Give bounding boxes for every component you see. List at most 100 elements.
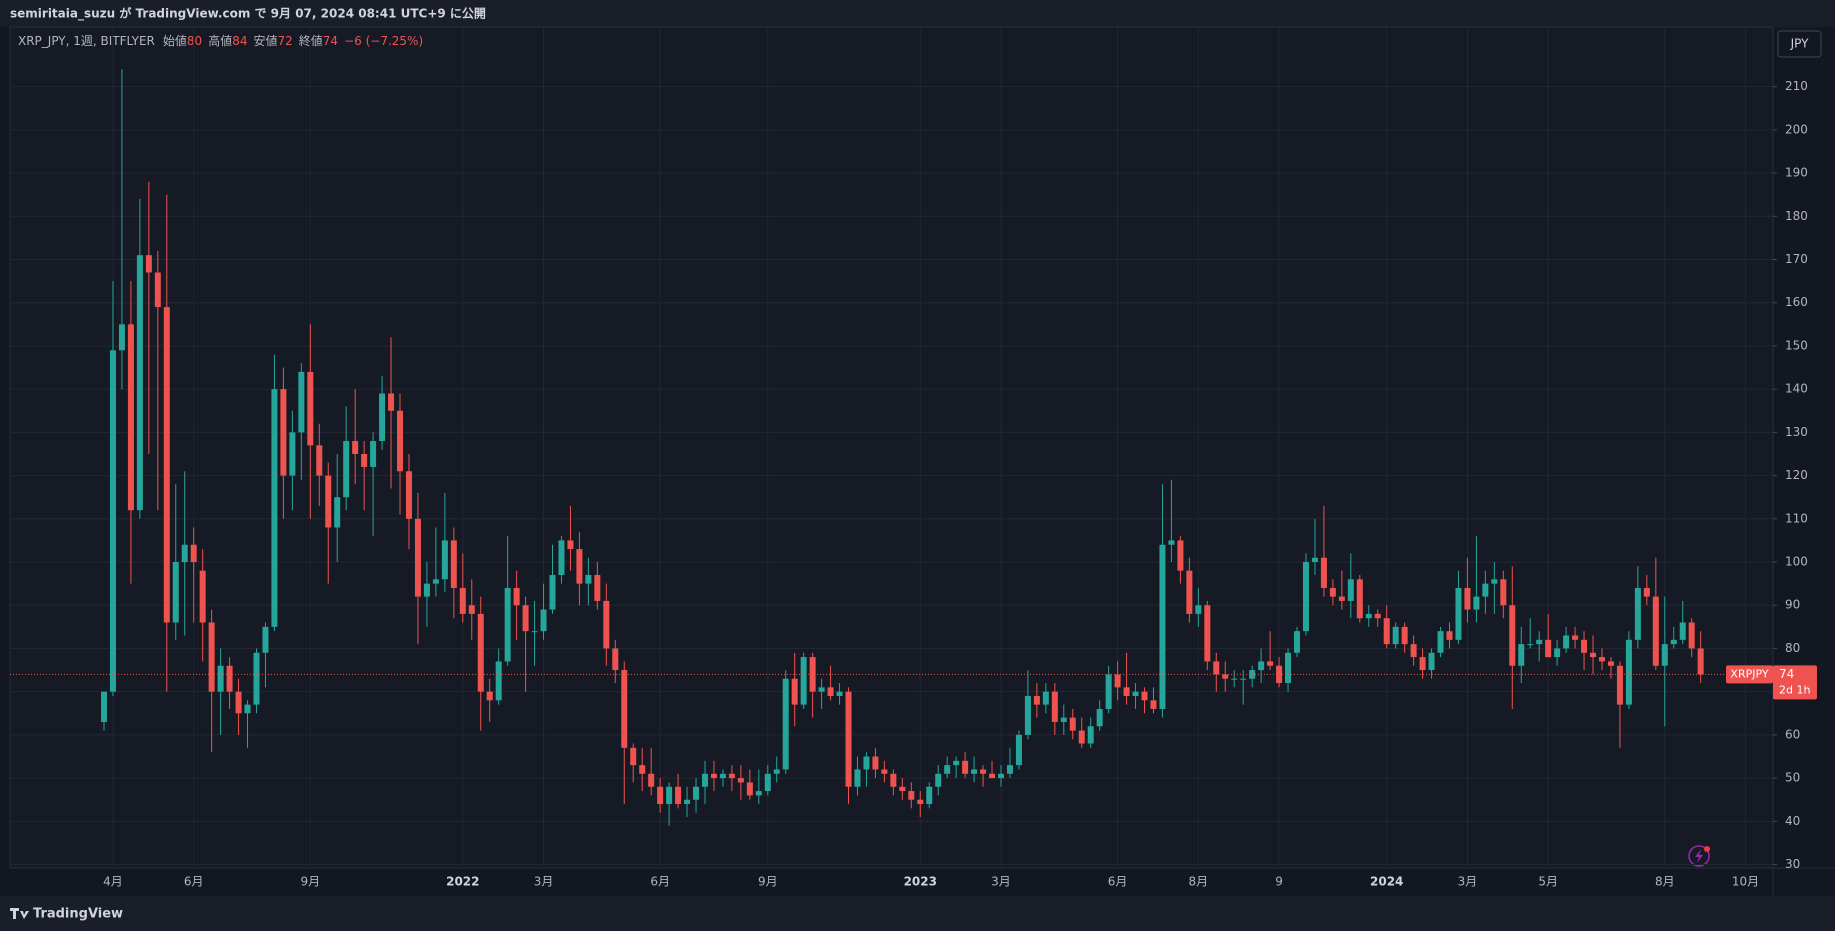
symbol-tag-bg	[1726, 665, 1773, 684]
candle-body	[728, 773, 735, 779]
candle-body	[1365, 613, 1372, 619]
candle-body	[1697, 648, 1704, 675]
candle-body	[1231, 678, 1238, 680]
candle-body	[1446, 631, 1453, 640]
candle-body	[531, 631, 538, 633]
candle-body	[666, 786, 673, 805]
y-tick-label: 120	[1785, 468, 1808, 482]
candle-body	[935, 773, 942, 787]
candle-body	[208, 622, 215, 692]
candle-body	[1473, 596, 1480, 610]
x-tick-label: 8月	[1655, 875, 1675, 889]
y-tick-label: 100	[1785, 555, 1808, 569]
x-tick-label: 9月	[300, 875, 320, 889]
candle-body	[172, 562, 179, 623]
candle-body	[262, 626, 269, 653]
candle-body	[1428, 652, 1435, 671]
alert-icon[interactable]	[1688, 845, 1710, 867]
currency-label[interactable]: JPY	[1790, 37, 1810, 51]
candle-body	[1455, 587, 1462, 640]
candle-body	[486, 691, 493, 701]
candle-body	[136, 255, 143, 511]
x-tick-label: 2024	[1370, 875, 1403, 889]
candle-body	[612, 648, 619, 671]
alert-dot[interactable]	[1704, 846, 1710, 852]
x-tick-label: 10月	[1732, 875, 1759, 889]
candle-body	[388, 393, 395, 411]
x-tick-label: 6月	[650, 875, 670, 889]
candle-body	[1015, 734, 1022, 766]
x-tick-label: 9	[1275, 875, 1283, 889]
candle-body	[181, 544, 188, 563]
y-tick-label: 150	[1785, 338, 1808, 352]
candle-body	[379, 393, 386, 442]
alert-bolt[interactable]	[1695, 849, 1703, 863]
candle-body	[863, 756, 870, 770]
candle-body	[1240, 678, 1247, 680]
y-tick-label: 90	[1785, 598, 1800, 612]
low-label: 安値	[253, 33, 277, 48]
y-tick-label: 190	[1785, 166, 1808, 180]
candle-body	[1141, 691, 1148, 701]
x-tick-label: 2023	[904, 875, 937, 889]
candle-body	[773, 769, 780, 774]
x-tick-label: 6月	[184, 875, 204, 889]
candle-body	[343, 441, 350, 498]
candle-body	[1204, 605, 1211, 662]
candle-body	[1509, 605, 1516, 666]
candle-body	[1258, 661, 1265, 671]
candle-body	[1042, 691, 1049, 705]
symbol-title: XRP_JPY, 1週, BITFLYER	[18, 34, 155, 48]
candle-body	[585, 574, 592, 584]
y-tick-label: 160	[1785, 295, 1808, 309]
candle-body	[657, 786, 664, 805]
y-tick-label: 130	[1785, 425, 1808, 439]
candle-body	[1563, 635, 1570, 649]
candle-body	[872, 756, 879, 770]
y-tick-label: 50	[1785, 771, 1800, 785]
candle-body	[244, 704, 251, 714]
y-tick-label: 170	[1785, 252, 1808, 266]
candle-body	[1033, 695, 1040, 705]
candle-body	[1536, 639, 1543, 645]
candle-body	[1410, 644, 1417, 658]
header-bar	[0, 0, 1835, 27]
brand-name: TradingView	[33, 907, 123, 922]
candle-body	[1419, 657, 1426, 671]
candle-body	[1060, 717, 1067, 722]
candle-body	[298, 371, 305, 433]
currency-button[interactable]	[1777, 30, 1822, 58]
candle-body	[423, 583, 430, 597]
candle-body	[576, 549, 583, 584]
candle-body	[1661, 644, 1668, 666]
footer-bar	[0, 896, 1835, 931]
y-tick-label: 30	[1785, 857, 1800, 871]
x-tick-label: 9月	[758, 875, 778, 889]
grid-layer: 3040506070809010011012013014015016017018…	[10, 27, 1808, 889]
publish-note: semiritaia_suzu が TradingView.com で 9月 0…	[10, 6, 486, 22]
alert-circle[interactable]	[1688, 845, 1710, 867]
candle-body	[1114, 674, 1121, 688]
candle-body	[701, 773, 708, 787]
y-tick-label: 140	[1785, 382, 1808, 396]
candle-body	[271, 389, 278, 627]
candle-body	[854, 769, 861, 787]
candle-body	[352, 441, 359, 454]
candle-body	[639, 765, 646, 774]
candle-body	[504, 587, 511, 662]
candle-body	[791, 678, 798, 705]
candle-body	[917, 799, 924, 805]
candle-body	[1518, 644, 1525, 666]
candle-body	[558, 540, 565, 575]
candle-body	[1554, 648, 1561, 658]
candle-body	[998, 773, 1004, 779]
candle-body	[522, 605, 529, 632]
plot-area	[9, 26, 1774, 869]
candle-body	[549, 574, 556, 610]
candle-body	[1096, 708, 1103, 727]
candle-body	[1024, 695, 1031, 735]
candle-body	[719, 773, 726, 779]
candle-body	[1267, 661, 1274, 666]
candle-body	[1383, 618, 1390, 645]
brand-logo: TradingView	[10, 907, 123, 922]
